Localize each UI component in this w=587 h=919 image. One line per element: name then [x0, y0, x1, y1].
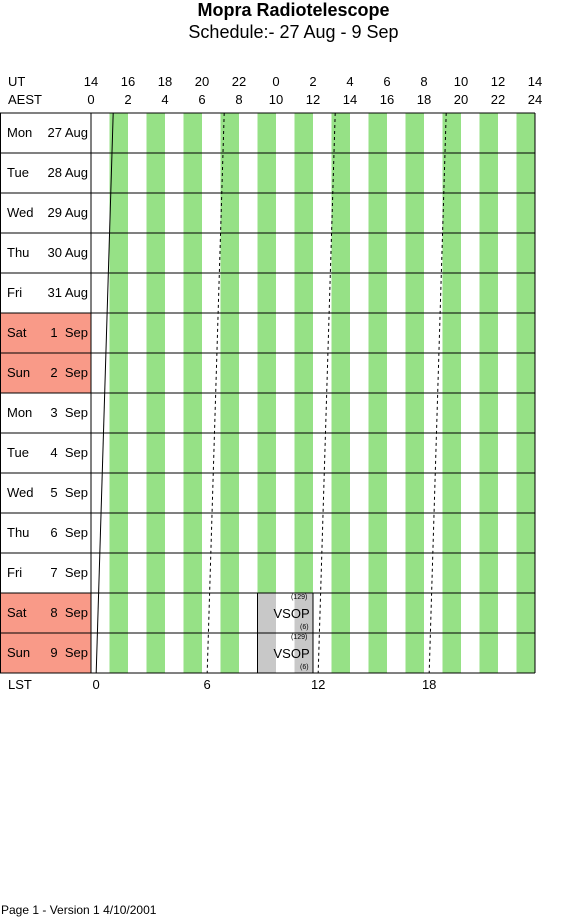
day-date: 5 Sep: [50, 485, 88, 500]
day-label: Sun 9 Sep: [0, 633, 91, 673]
day-date: 28 Aug: [47, 165, 89, 180]
day-label: Mon 3 Sep: [0, 393, 91, 433]
lst-tick-label: 0: [92, 677, 100, 692]
ut-tick-label: 20: [194, 74, 210, 89]
day-label: Sun 2 Sep: [0, 353, 91, 393]
lst-tick-label: 6: [203, 677, 211, 692]
day-of-week: Mon: [7, 405, 33, 420]
ut-tick-label: 14: [527, 74, 543, 89]
block-note-bottom: (6): [300, 624, 309, 631]
page-title: Mopra Radiotelescope: [197, 0, 390, 20]
aest-tick-label: 12: [305, 92, 321, 107]
day-of-week: Sat: [7, 325, 27, 340]
aest-tick-label: 10: [268, 92, 284, 107]
ut-tick-label: 4: [346, 74, 354, 89]
weekend-cell: [0, 313, 91, 353]
day-label: Fri 31 Aug: [0, 273, 91, 313]
aest-tick-label: 2: [124, 92, 132, 107]
day-of-week: Fri: [7, 565, 23, 580]
day-date: 6 Sep: [50, 525, 88, 540]
day-label: Wed 5 Sep: [0, 473, 91, 513]
lst-tick-label: 12: [310, 677, 326, 692]
day-of-week: Wed: [7, 205, 34, 220]
lst-tick-label: 18: [421, 677, 437, 692]
block-note-bottom: (6): [300, 664, 309, 671]
day-label: Sat 8 Sep: [0, 593, 91, 633]
block-note-top: (129): [291, 594, 308, 601]
day-label: Wed 29 Aug: [0, 193, 91, 233]
day-label: Tue 28 Aug: [0, 153, 91, 193]
day-date: 2 Sep: [50, 365, 88, 380]
day-date: 4 Sep: [50, 445, 88, 460]
day-of-week: Sat: [7, 605, 27, 620]
day-date: 1 Sep: [50, 325, 88, 340]
ut-tick-label: 22: [231, 74, 247, 89]
aest-axis-label: AEST: [8, 92, 42, 107]
weekend-cell: [0, 593, 91, 633]
day-of-week: Sun: [7, 365, 31, 380]
day-of-week: Fri: [7, 285, 23, 300]
ut-tick-label: 2: [309, 74, 317, 89]
weekend-cell: [0, 353, 91, 393]
aest-tick-label: 18: [416, 92, 432, 107]
block-label: VSOP: [273, 646, 310, 661]
day-date: 30 Aug: [47, 245, 89, 260]
ut-axis-label: UT: [8, 74, 26, 89]
block-shade: [294, 593, 313, 633]
day-of-week: Tue: [7, 445, 29, 460]
block-label: VSOP: [273, 606, 310, 621]
day-label: Sat 1 Sep: [0, 313, 91, 353]
day-date: 29 Aug: [47, 205, 89, 220]
day-date: 3 Sep: [50, 405, 88, 420]
aest-tick-label: 6: [198, 92, 206, 107]
day-of-week: Tue: [7, 165, 29, 180]
block-shade: [257, 633, 276, 673]
day-of-week: Sun: [7, 645, 31, 660]
day-label: Mon 27 Aug: [0, 113, 91, 153]
day-label: Thu 6 Sep: [0, 513, 91, 553]
day-label: Thu 30 Aug: [0, 233, 91, 273]
weekend-cell: [0, 633, 91, 673]
day-of-week: Thu: [7, 245, 30, 260]
block-shade: [294, 633, 313, 673]
aest-tick-label: 0: [87, 92, 95, 107]
day-date: 27 Aug: [47, 125, 89, 140]
day-label: Tue 4 Sep: [0, 433, 91, 473]
ut-tick-label: 14: [83, 74, 99, 89]
ut-tick-label: 10: [453, 74, 469, 89]
block-shade: [257, 593, 276, 633]
page-subtitle: Schedule:- 27 Aug - 9 Sep: [188, 22, 399, 42]
aest-tick-label: 14: [342, 92, 358, 107]
day-label: Fri 7 Sep: [0, 553, 91, 593]
lst-axis-label: LST: [8, 677, 32, 692]
page-footer: Page 1 - Version 1 4/10/2001: [1, 903, 157, 917]
ut-tick-label: 0: [272, 74, 280, 89]
aest-tick-label: 16: [379, 92, 395, 107]
day-date: 8 Sep: [50, 605, 88, 620]
aest-tick-label: 8: [235, 92, 243, 107]
lst-line: [95, 112, 114, 674]
ut-tick-label: 16: [120, 74, 136, 89]
day-of-week: Thu: [7, 525, 30, 540]
ut-tick-label: 6: [383, 74, 391, 89]
day-date: 31 Aug: [47, 285, 89, 300]
ut-tick-label: 8: [420, 74, 428, 89]
day-of-week: Wed: [7, 485, 34, 500]
day-of-week: Mon: [7, 125, 33, 140]
aest-tick-label: 24: [527, 92, 543, 107]
ut-tick-label: 12: [490, 74, 506, 89]
day-date: 9 Sep: [50, 645, 88, 660]
block-note-top: (129): [291, 634, 308, 641]
aest-tick-label: 4: [161, 92, 169, 107]
aest-tick-label: 20: [453, 92, 469, 107]
ut-tick-label: 18: [157, 74, 173, 89]
aest-tick-label: 22: [490, 92, 506, 107]
day-date: 7 Sep: [50, 565, 88, 580]
